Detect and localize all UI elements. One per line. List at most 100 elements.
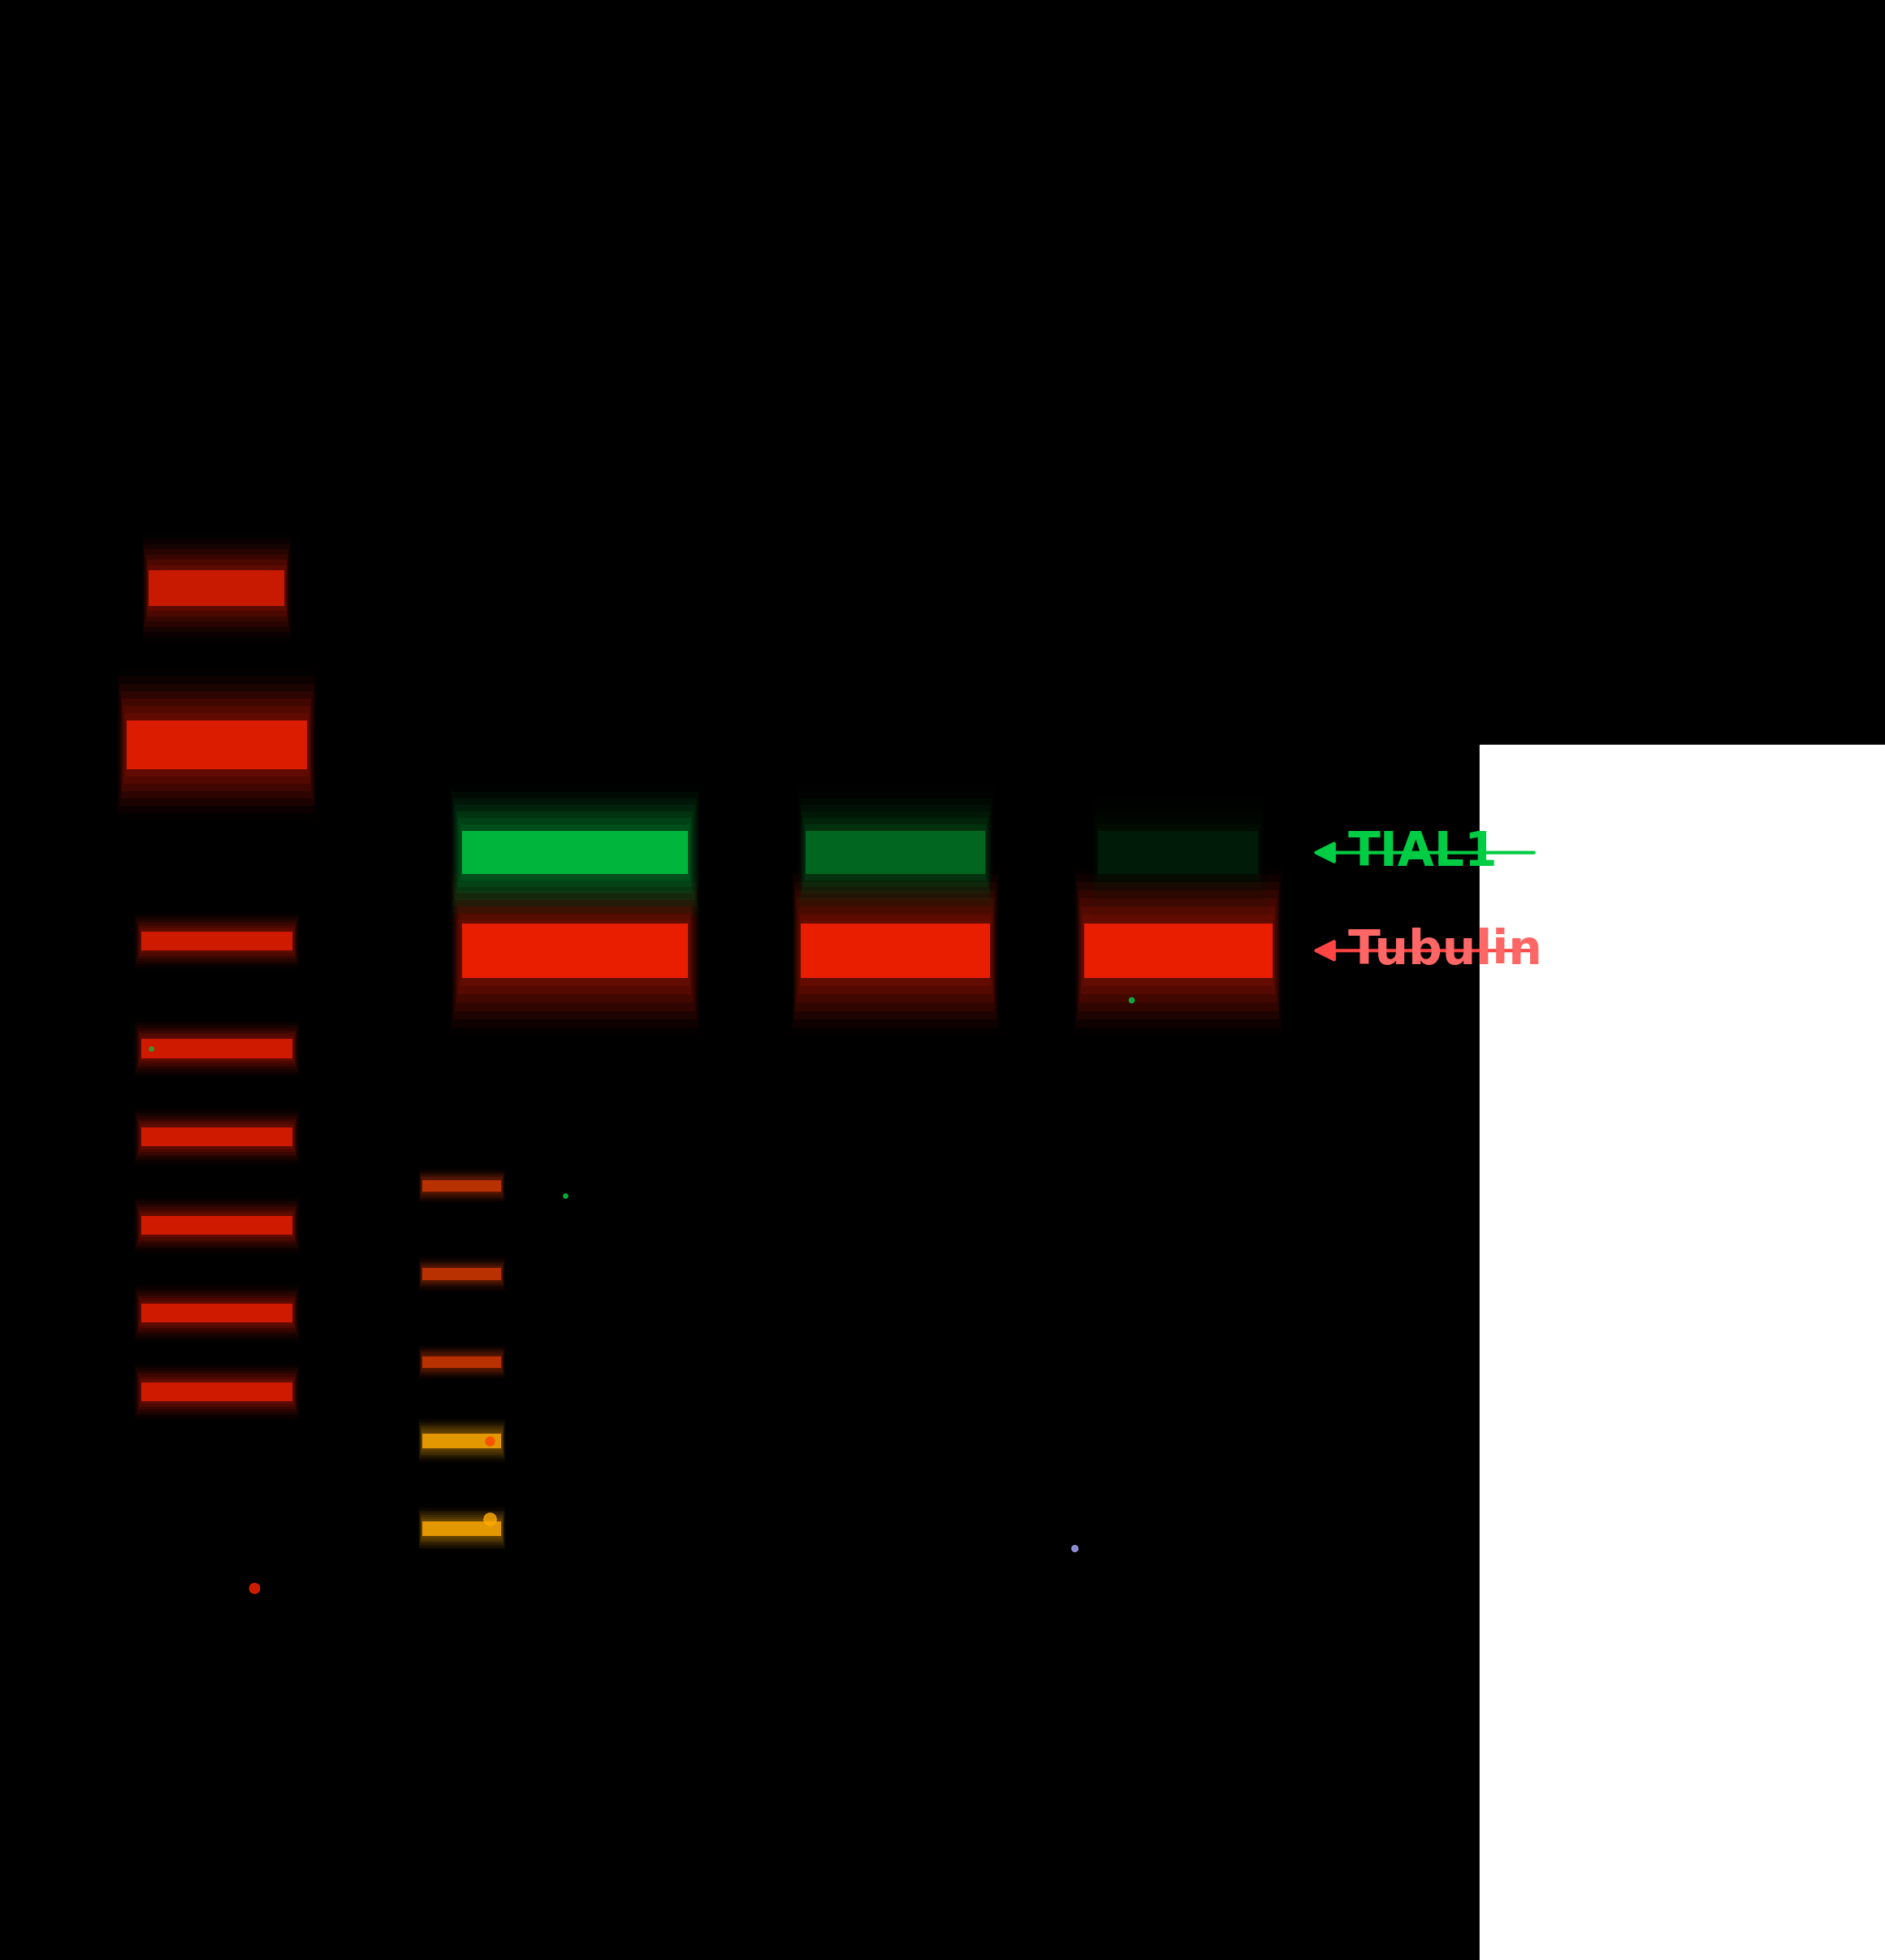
Bar	[807, 831, 984, 874]
Bar	[456, 811, 694, 894]
Bar	[141, 931, 292, 951]
Bar	[420, 1429, 503, 1452]
Bar	[134, 915, 300, 966]
Bar	[149, 570, 285, 606]
Bar	[418, 1423, 505, 1458]
Bar	[1097, 831, 1259, 874]
Bar	[462, 923, 688, 978]
Bar	[422, 1431, 501, 1450]
Bar	[454, 890, 696, 1011]
Bar	[418, 1170, 505, 1200]
Bar	[1080, 898, 1276, 1004]
Bar	[141, 533, 292, 643]
Bar	[807, 831, 984, 874]
Bar	[139, 1376, 294, 1407]
Bar	[422, 1178, 501, 1194]
Bar	[418, 1511, 505, 1546]
Bar	[141, 1039, 292, 1058]
Bar	[141, 931, 292, 951]
Bar	[801, 811, 990, 894]
Bar	[136, 1025, 298, 1072]
Point	[475, 1503, 505, 1535]
Bar	[1093, 806, 1263, 900]
Bar	[134, 1288, 300, 1339]
Bar	[1091, 792, 1265, 913]
Point	[475, 1425, 505, 1456]
Bar	[138, 1203, 296, 1247]
Bar	[451, 786, 699, 919]
Bar	[139, 1301, 294, 1325]
Bar	[418, 1347, 505, 1378]
Bar	[805, 825, 986, 880]
Bar	[454, 800, 697, 906]
Bar	[134, 1107, 300, 1166]
Bar	[422, 1354, 501, 1370]
Bar	[452, 874, 697, 1027]
Bar	[797, 786, 993, 919]
Bar	[134, 911, 300, 970]
Bar	[143, 539, 290, 637]
Bar	[420, 1260, 503, 1288]
Bar	[138, 1292, 296, 1335]
Bar	[139, 925, 294, 956]
Bar	[1090, 786, 1267, 919]
Bar	[420, 1515, 503, 1543]
Point	[1059, 1533, 1090, 1564]
Bar	[422, 1268, 501, 1280]
Point	[1116, 984, 1146, 1015]
Bar	[141, 1303, 292, 1323]
Bar	[141, 1039, 292, 1058]
Bar	[418, 1505, 505, 1552]
Bar	[134, 1111, 300, 1162]
Bar	[139, 1209, 294, 1241]
Bar	[799, 907, 992, 994]
Bar	[1074, 874, 1282, 1027]
Bar	[454, 882, 697, 1019]
Bar	[422, 1433, 501, 1448]
Bar	[126, 721, 307, 768]
Bar	[141, 1382, 292, 1401]
Bar	[456, 898, 694, 1004]
Bar	[422, 1266, 501, 1282]
Bar	[801, 923, 990, 978]
Bar	[418, 1168, 505, 1203]
Bar	[458, 907, 692, 994]
Bar	[1084, 923, 1272, 978]
Bar	[418, 1258, 505, 1290]
Bar	[1076, 882, 1280, 1019]
Bar	[121, 690, 313, 800]
Bar	[418, 1170, 505, 1201]
Bar	[141, 1215, 292, 1235]
Bar	[460, 825, 690, 880]
Bar	[422, 1356, 501, 1368]
Point	[550, 1180, 581, 1211]
Bar	[422, 1521, 501, 1537]
Bar	[139, 1033, 294, 1064]
Bar	[1480, 745, 1885, 1960]
Bar	[803, 817, 988, 888]
Bar	[136, 1201, 298, 1249]
Bar	[420, 1174, 503, 1198]
Bar	[149, 570, 285, 606]
Bar	[143, 545, 290, 633]
Bar	[420, 1350, 503, 1374]
Bar	[117, 668, 317, 821]
Bar	[462, 831, 688, 874]
Bar	[420, 1262, 503, 1286]
Bar	[139, 1380, 294, 1403]
Bar	[134, 1200, 300, 1250]
Bar	[801, 806, 990, 900]
Bar	[420, 1425, 503, 1456]
Bar	[422, 1180, 501, 1192]
Bar	[418, 1256, 505, 1292]
Bar	[1097, 831, 1259, 874]
Bar	[797, 792, 993, 913]
Bar	[138, 1027, 296, 1070]
Bar	[1095, 811, 1261, 894]
Bar	[462, 923, 688, 978]
Bar	[452, 792, 697, 913]
Bar	[422, 1268, 501, 1280]
Bar	[422, 1356, 501, 1368]
Bar	[418, 1260, 505, 1290]
Bar	[420, 1264, 503, 1284]
